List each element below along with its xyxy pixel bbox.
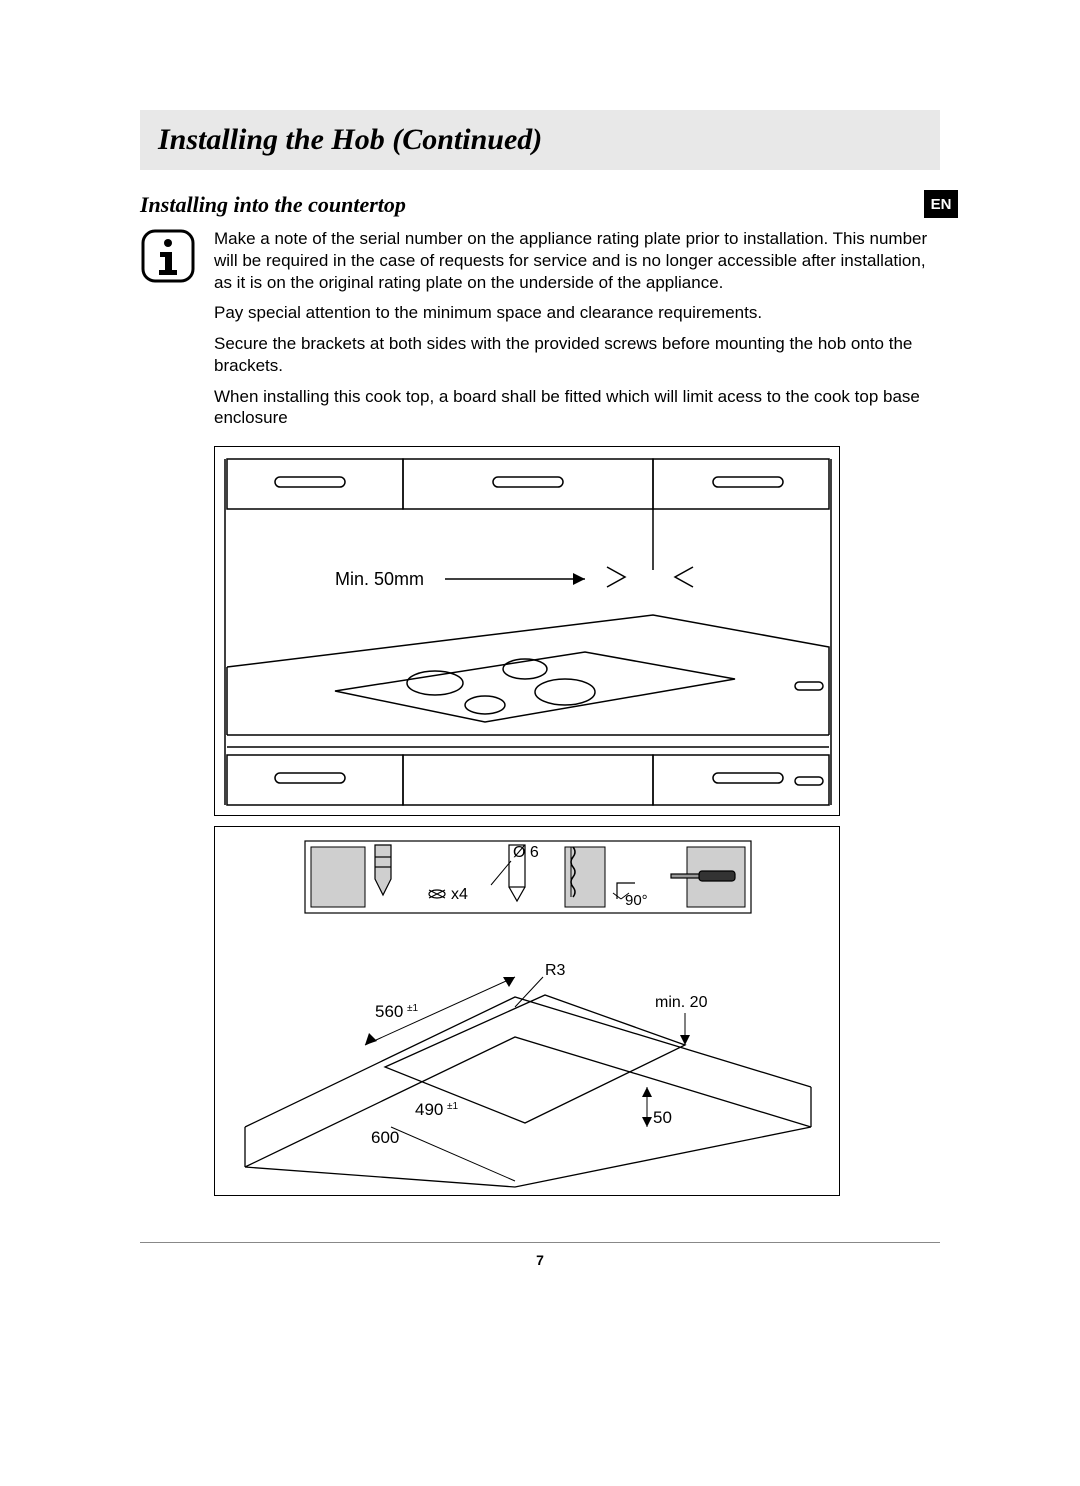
label-r3: R3 xyxy=(545,962,566,979)
info-icon xyxy=(140,228,196,438)
label-90deg: 90° xyxy=(625,892,648,909)
paragraph-2: Pay special attention to the minimum spa… xyxy=(214,302,940,324)
paragraph-3: Secure the brackets at both sides with t… xyxy=(214,333,940,377)
subheading: Installing into the countertop xyxy=(140,192,940,218)
label-min20: min. 20 xyxy=(655,994,708,1011)
section-header: Installing the Hob (Continued) xyxy=(140,110,940,170)
label-x4: x4 xyxy=(451,886,468,903)
installation-diagram-countertop: Min. 50mm xyxy=(214,446,840,816)
label-560-tol: ±1 xyxy=(407,1003,418,1014)
paragraph-4: When installing this cook top, a board s… xyxy=(214,386,940,430)
label-490-tol: ±1 xyxy=(447,1101,458,1112)
installation-diagram-dimensions: x4 Ø 6 90° xyxy=(214,826,840,1196)
label-600: 600 xyxy=(371,1128,399,1147)
label-min-50mm: Min. 50mm xyxy=(335,569,424,589)
body-text: Make a note of the serial number on the … xyxy=(214,228,940,438)
section-title: Installing the Hob (Continued) xyxy=(158,123,542,157)
footer-rule xyxy=(140,1242,940,1243)
page-number: 7 xyxy=(0,1252,1080,1268)
paragraph-1: Make a note of the serial number on the … xyxy=(214,228,940,293)
label-490: 490 xyxy=(415,1100,443,1119)
label-560: 560 xyxy=(375,1002,403,1021)
label-50: 50 xyxy=(653,1108,672,1127)
label-d6: Ø 6 xyxy=(513,844,539,861)
